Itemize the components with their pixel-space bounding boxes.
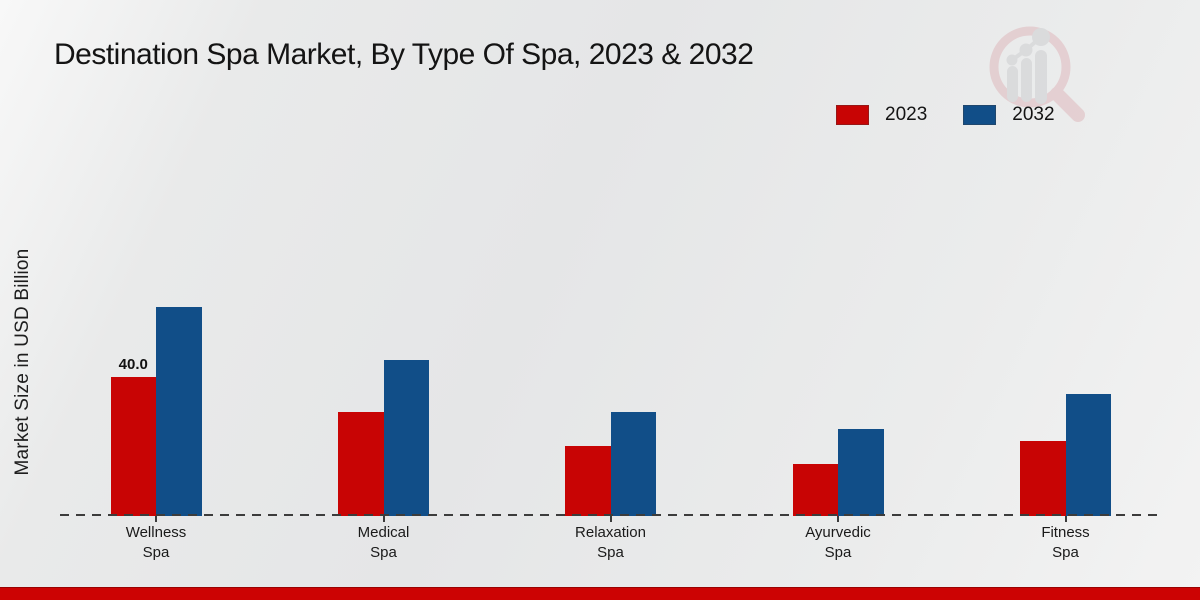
bar-2032-medical-spa: [383, 360, 429, 516]
category-label-relaxation-spa: Relaxation Spa: [575, 524, 646, 561]
legend-swatch-2023: [836, 105, 869, 125]
x-axis-dashed-baseline: [60, 514, 1161, 516]
legend-label-2023: 2023: [885, 104, 928, 125]
category-label-medical-spa: Medical Spa: [357, 524, 410, 561]
bar-2032-ayurvedic-spa: [838, 429, 884, 516]
legend-swatch-2032: [963, 105, 997, 125]
bar-2032-fitness-spa: [1065, 394, 1111, 516]
category-label-wellness-spa: Wellness Spa: [125, 524, 187, 561]
bar-2023-wellness-spa: [110, 377, 156, 516]
bar-2023-relaxation-spa: [565, 446, 611, 516]
category-label-fitness-spa: Fitness Spa: [1041, 524, 1090, 561]
bar-2023-medical-spa: [338, 412, 384, 516]
bar-2032-wellness-spa: [156, 307, 202, 516]
bar-2023-fitness-spa: [1020, 441, 1066, 516]
x-axis-tick: [837, 516, 839, 522]
x-axis-tick: [1064, 516, 1067, 522]
bar-value-label: 40.0: [118, 356, 148, 373]
bar-2032-relaxation-spa: [610, 412, 656, 516]
x-axis-tick: [382, 516, 385, 522]
bar-2023-ayurvedic-spa: [792, 464, 838, 516]
x-axis-tick: [609, 516, 612, 522]
category-label-ayurvedic-spa: Ayurvedic Spa: [805, 524, 871, 561]
legend-item-2032: 2032: [963, 104, 1055, 126]
footer-accent-bar: [0, 587, 1200, 600]
legend-item-2023: 2023: [836, 104, 927, 126]
legend: 2023 2032: [836, 104, 1055, 126]
x-axis-tick: [155, 516, 157, 522]
chart-title: Destination Spa Market, By Type Of Spa, …: [54, 38, 754, 71]
market-research-future-logo-watermark: [989, 26, 1085, 122]
legend-label-2032: 2032: [1012, 104, 1055, 125]
